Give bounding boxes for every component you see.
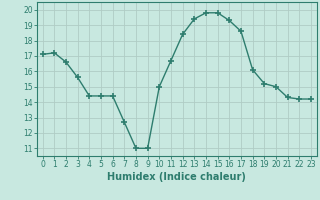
- X-axis label: Humidex (Indice chaleur): Humidex (Indice chaleur): [108, 172, 246, 182]
